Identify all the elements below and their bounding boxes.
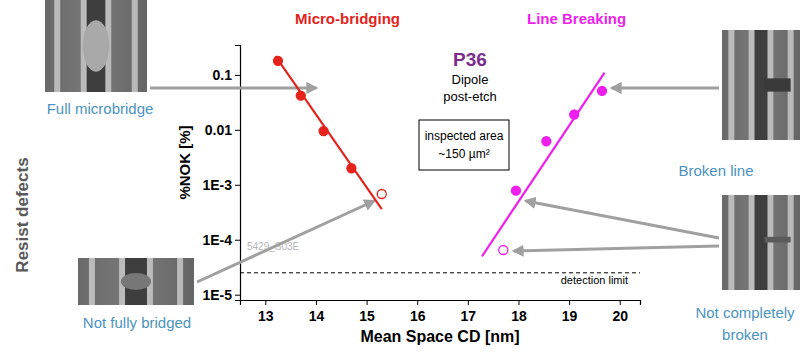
inset-edge — [728, 195, 734, 290]
y-tick: 0.1 — [213, 67, 240, 83]
x-axis: 13 14 15 16 17 18 19 20 — [241, 300, 641, 324]
chart: 13 14 15 16 17 18 19 20 1E-5 1E-4 1E-3 0.01 0.1 Mean … — [0, 0, 800, 357]
arrow — [514, 246, 719, 251]
side-label: Resist defects — [13, 157, 32, 272]
inset-full-microbridge — [45, 0, 147, 92]
x-tick-label: 13 — [258, 308, 274, 324]
x-tick: 16 — [410, 300, 426, 324]
arrows — [150, 88, 719, 282]
x-tick-label: 20 — [612, 308, 628, 324]
x-axis-title: Mean Space CD [nm] — [360, 328, 519, 345]
x-tick-mark — [367, 300, 368, 305]
inset-edge — [54, 0, 60, 92]
series-title: Line Breaking — [527, 10, 626, 27]
inset-edge — [177, 258, 183, 305]
inset-edge — [749, 195, 755, 290]
y-tick-mark — [235, 130, 240, 131]
note: inspected area — [425, 129, 504, 143]
x-tick-mark — [569, 300, 570, 305]
y-tick-mark — [235, 75, 240, 76]
x-tick-mark — [468, 300, 469, 305]
inset-bridge — [83, 20, 110, 72]
y-tick-mark — [235, 185, 240, 186]
inset-not-completely-broken — [722, 195, 800, 290]
x-tick-mark — [316, 300, 317, 305]
y-tick: 1E-3 — [202, 177, 240, 193]
x-tick-label: 15 — [359, 308, 375, 324]
arrow — [526, 201, 719, 238]
open-point — [377, 189, 386, 198]
x-tick-label: 18 — [511, 308, 527, 324]
x-tick-mark — [518, 300, 519, 305]
point — [511, 186, 520, 195]
x-tick-label: 16 — [410, 308, 426, 324]
y-tick-label: 1E-4 — [202, 232, 232, 248]
y-tick-label: 1E-5 — [202, 287, 232, 303]
plot-area — [240, 56, 640, 273]
y-tick-mark — [235, 240, 240, 241]
fit-line — [275, 56, 381, 209]
point — [542, 137, 551, 146]
inset-background — [45, 0, 147, 92]
title: P36 — [453, 49, 487, 70]
x-tick: 17 — [461, 300, 477, 324]
annotation: Broken line — [678, 162, 753, 179]
inset-not-fully-bridged — [78, 258, 194, 305]
x-tick-mark — [265, 300, 266, 305]
y-tick: 0.01 — [205, 122, 240, 138]
inset-edge — [89, 258, 95, 305]
x-tick-label: 17 — [461, 308, 477, 324]
detection-limit-label: detection limit — [561, 274, 628, 286]
x-tick-mark — [417, 300, 418, 305]
subtitle: Dipole — [452, 72, 489, 87]
x-axis-line — [241, 301, 641, 306]
x-tick-label: 19 — [562, 308, 578, 324]
x-tick: 19 — [562, 300, 578, 324]
annotation: Full microbridge — [47, 100, 154, 117]
inset-edge — [749, 30, 755, 140]
y-tick: 1E-4 — [202, 232, 240, 248]
note: ~150 µm² — [438, 147, 489, 161]
inset-broken-line — [722, 30, 800, 140]
inset-break — [764, 78, 790, 91]
note-box — [419, 120, 509, 170]
inset-background — [722, 30, 800, 140]
subtitle: post-etch — [443, 89, 496, 104]
y-tick-mark — [235, 295, 240, 296]
series-title: Micro-bridging — [295, 10, 400, 27]
x-tick: 20 — [612, 300, 628, 324]
point — [598, 86, 607, 95]
y-tick-label: 1E-3 — [202, 177, 232, 193]
arrow — [197, 201, 374, 282]
y-tick: 1E-5 — [202, 287, 240, 303]
y-tick-label: 0.1 — [213, 67, 233, 83]
inset-background — [78, 258, 194, 305]
y-tick-label: 0.01 — [205, 122, 232, 138]
inset-edge — [132, 0, 138, 92]
x-tick: 18 — [511, 300, 527, 324]
inset-background — [722, 195, 800, 290]
inset-bridge — [121, 273, 151, 290]
x-tick: 13 — [258, 300, 274, 324]
x-tick: 15 — [359, 300, 375, 324]
inset-break — [764, 237, 790, 243]
x-tick: 14 — [309, 300, 325, 324]
inset-edge — [728, 30, 734, 140]
open-point — [499, 246, 508, 255]
annotation: Not fully bridged — [83, 314, 191, 331]
annotation: Not completely broken — [685, 302, 800, 346]
y-axis-title: %NOK [%] — [176, 125, 193, 199]
x-tick-label: 14 — [309, 308, 325, 324]
x-tick-mark — [620, 300, 621, 305]
arrow — [150, 87, 316, 90]
arrow — [612, 87, 719, 90]
